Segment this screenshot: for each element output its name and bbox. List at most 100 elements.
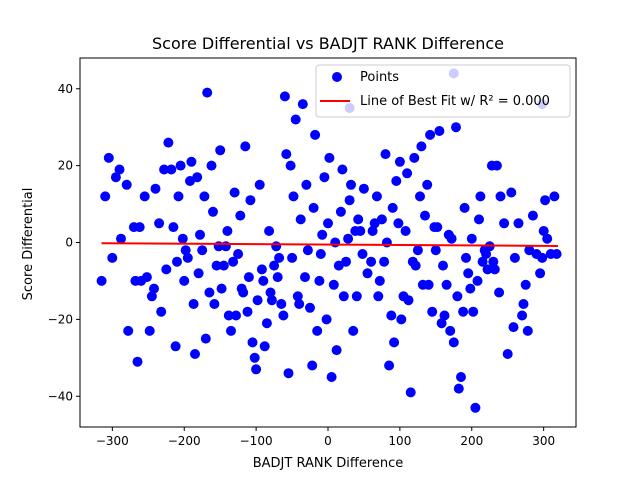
data-point xyxy=(366,256,377,267)
x-tick-label: 0 xyxy=(324,434,332,448)
data-point xyxy=(331,345,342,356)
data-point xyxy=(141,272,152,283)
data-point xyxy=(491,160,502,171)
data-point xyxy=(446,233,457,244)
data-point xyxy=(461,252,471,263)
data-point xyxy=(146,291,157,302)
data-point xyxy=(537,252,548,263)
data-point xyxy=(470,402,481,413)
data-point xyxy=(202,87,213,98)
data-point xyxy=(451,122,461,133)
data-point xyxy=(302,245,313,256)
data-point xyxy=(204,287,215,298)
data-point xyxy=(376,214,387,225)
data-point xyxy=(448,337,459,348)
data-point xyxy=(355,226,366,236)
data-point xyxy=(100,191,111,202)
data-point xyxy=(154,218,165,229)
data-point xyxy=(452,291,463,302)
data-point xyxy=(251,364,262,375)
data-point xyxy=(103,152,114,163)
data-point xyxy=(233,249,244,259)
data-point xyxy=(343,233,354,244)
data-point xyxy=(259,341,270,352)
data-point xyxy=(283,368,294,379)
legend-box xyxy=(315,64,571,118)
data-point xyxy=(389,337,400,348)
data-point xyxy=(107,252,118,263)
plot-area xyxy=(79,57,577,428)
data-point xyxy=(271,241,282,252)
data-point xyxy=(163,137,174,148)
data-point xyxy=(502,349,513,359)
data-point xyxy=(542,233,553,244)
data-point xyxy=(287,252,298,263)
data-point xyxy=(192,172,203,183)
data-point xyxy=(468,306,479,317)
data-point xyxy=(235,210,246,221)
data-point xyxy=(458,306,469,317)
data-point xyxy=(358,183,369,194)
data-point xyxy=(324,152,335,163)
data-point xyxy=(272,272,283,283)
data-point xyxy=(351,291,362,302)
data-point xyxy=(453,383,464,394)
data-point xyxy=(488,256,499,267)
data-point xyxy=(499,218,510,229)
data-point xyxy=(159,164,170,175)
data-point xyxy=(373,291,384,302)
data-point xyxy=(144,325,155,336)
data-point xyxy=(307,360,318,371)
data-point xyxy=(517,310,528,321)
data-point xyxy=(506,187,517,198)
data-point xyxy=(208,206,218,217)
data-point xyxy=(186,156,197,167)
data-point xyxy=(481,249,492,259)
legend-label-points: Points xyxy=(360,70,399,85)
data-point xyxy=(195,229,205,240)
data-point xyxy=(264,226,275,236)
data-point xyxy=(341,256,351,267)
data-point xyxy=(374,275,385,286)
data-point xyxy=(177,233,188,244)
data-point xyxy=(494,287,505,298)
data-point xyxy=(110,172,121,183)
data-point xyxy=(430,245,441,256)
data-point xyxy=(190,349,200,359)
data-point xyxy=(346,179,356,190)
data-point xyxy=(463,268,474,279)
data-point xyxy=(423,279,434,290)
data-point xyxy=(314,275,325,286)
data-point xyxy=(229,187,240,198)
data-point xyxy=(285,160,296,171)
data-point xyxy=(182,252,193,263)
data-point xyxy=(265,287,276,298)
data-point xyxy=(387,202,398,213)
data-point xyxy=(403,295,414,306)
data-point xyxy=(121,179,132,190)
data-point xyxy=(416,141,427,152)
data-point xyxy=(231,310,241,321)
data-point xyxy=(245,195,256,206)
data-point xyxy=(290,114,301,125)
data-point xyxy=(279,91,290,102)
data-point xyxy=(240,141,251,152)
data-point xyxy=(252,295,263,306)
data-point xyxy=(317,229,328,240)
data-point xyxy=(434,126,445,136)
data-point xyxy=(477,256,488,267)
data-point xyxy=(238,287,249,298)
data-point xyxy=(150,183,161,194)
y-tick-label: 40 xyxy=(58,82,73,96)
x-tick-label: −200 xyxy=(168,434,201,448)
data-point xyxy=(381,237,392,248)
y-axis-ticks: −40 −20 0 20 40 xyxy=(48,82,80,403)
data-point xyxy=(288,191,299,202)
data-point xyxy=(294,299,305,309)
data-point xyxy=(384,360,395,371)
data-point xyxy=(472,275,483,286)
data-point xyxy=(310,129,321,140)
data-point xyxy=(445,325,456,336)
data-point xyxy=(114,164,125,175)
